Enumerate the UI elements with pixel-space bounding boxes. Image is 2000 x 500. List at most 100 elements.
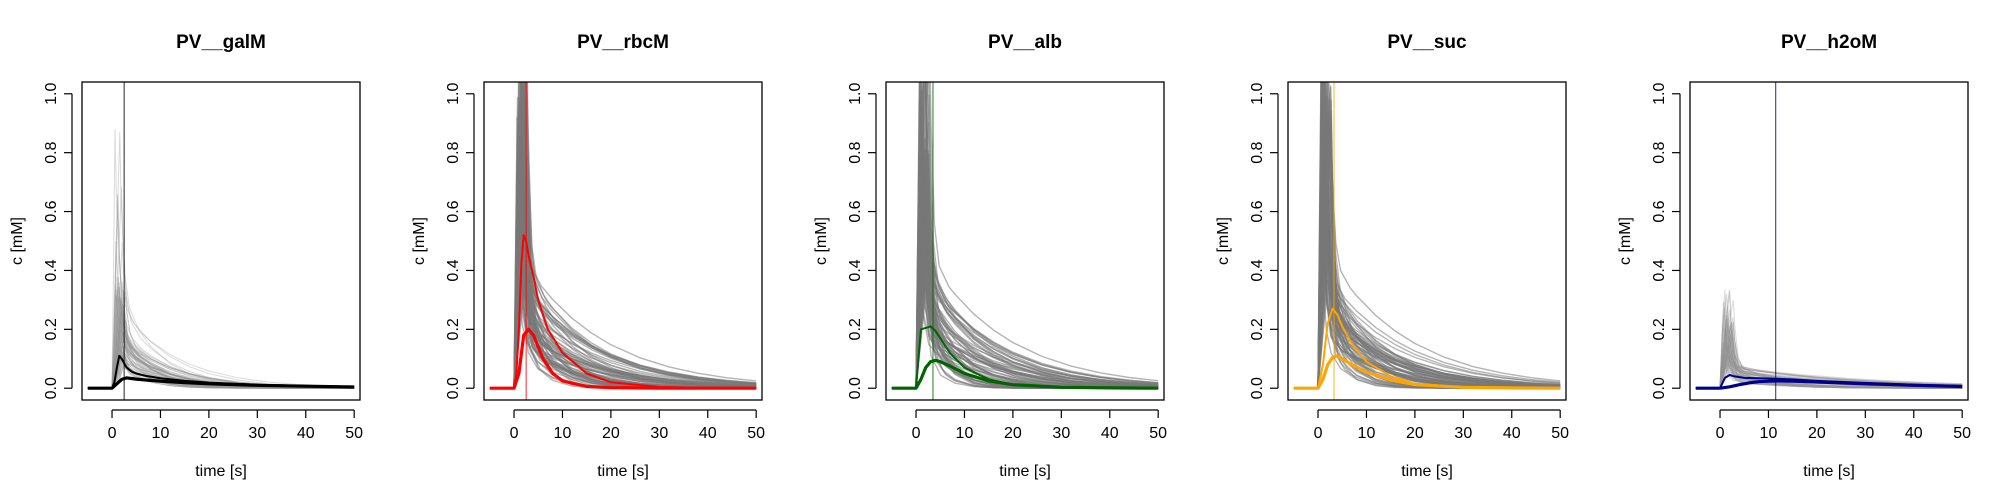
background-trace xyxy=(1293,99,1561,389)
y-axis-label: c [mM] xyxy=(813,217,830,265)
x-tick-label: 0 xyxy=(912,425,921,442)
y-axis-label: c [mM] xyxy=(1617,217,1634,265)
background-trace xyxy=(489,82,757,389)
background-trace xyxy=(87,282,355,389)
background-trace xyxy=(891,82,1159,389)
background-trace xyxy=(87,326,355,389)
background-trace xyxy=(891,230,1159,389)
x-tick-label: 10 xyxy=(152,425,170,442)
y-tick-label: 0.6 xyxy=(1249,200,1266,222)
series-line-1 xyxy=(489,234,757,390)
background-trace xyxy=(87,322,355,389)
x-tick-label: 50 xyxy=(1149,425,1167,442)
plot-frame xyxy=(1689,81,1969,401)
background-trace xyxy=(1695,322,1963,389)
x-tick-label: 30 xyxy=(1856,425,1874,442)
plot-area xyxy=(891,82,1159,400)
background-trace xyxy=(1695,318,1963,389)
x-axis-label: time [s] xyxy=(597,463,649,480)
background-trace xyxy=(87,297,355,389)
y-tick-label: 0.8 xyxy=(1249,141,1266,163)
y-axis-label: c [mM] xyxy=(1215,217,1232,265)
x-tick-label: 50 xyxy=(1953,425,1971,442)
background-trace xyxy=(1695,361,1963,389)
background-trace xyxy=(1695,309,1963,389)
background-trace xyxy=(1695,323,1963,389)
x-tick-label: 20 xyxy=(1406,425,1424,442)
background-trace xyxy=(87,294,355,389)
background-trace xyxy=(1695,325,1963,389)
background-trace xyxy=(87,341,355,389)
background-trace xyxy=(1695,321,1963,389)
background-trace xyxy=(1695,338,1963,389)
x-tick-label: 30 xyxy=(1454,425,1472,442)
x-tick-label: 0 xyxy=(108,425,117,442)
plot-frame xyxy=(1287,81,1567,401)
background-trace xyxy=(891,82,1159,389)
background-trace xyxy=(1695,328,1963,389)
series-line-2 xyxy=(1695,379,1963,390)
x-tick-label: 20 xyxy=(1808,425,1826,442)
plot-area xyxy=(87,82,355,400)
x-tick-label: 20 xyxy=(200,425,218,442)
background-trace xyxy=(87,298,355,389)
y-tick-label: 0.4 xyxy=(43,259,60,281)
background-trace xyxy=(87,242,355,389)
background-trace xyxy=(87,287,355,389)
background-trace xyxy=(1695,316,1963,389)
y-tick-label: 0.4 xyxy=(445,259,462,281)
background-trace xyxy=(1695,315,1963,389)
panel-5: 0 10 20 30 40 50 0.0 0.2 0.4 0.6 0.8 1.0 PV__h2oMtim… xyxy=(1617,32,1971,480)
y-tick-label: 1.0 xyxy=(1651,83,1668,105)
series-line-2 xyxy=(489,327,757,390)
background-trace xyxy=(87,300,355,389)
x-tick-label: 0 xyxy=(1314,425,1323,442)
y-tick-label: 1.0 xyxy=(445,83,462,105)
y-tick-label: 0.6 xyxy=(847,200,864,222)
y-tick-label: 1.0 xyxy=(43,83,60,105)
background-trace xyxy=(87,193,355,389)
background-trace xyxy=(87,291,355,389)
series-line-2 xyxy=(87,376,355,390)
background-trace xyxy=(1695,333,1963,389)
panel-title: PV__alb xyxy=(988,32,1062,53)
background-trace xyxy=(1695,329,1963,389)
y-tick-label: 0.6 xyxy=(43,200,60,222)
x-axis-label: time [s] xyxy=(999,463,1051,480)
y-tick-label: 0.2 xyxy=(445,318,462,340)
background-trace xyxy=(891,82,1159,389)
x-tick-label: 50 xyxy=(747,425,765,442)
panel-title: PV__galM xyxy=(176,32,266,53)
background-trace xyxy=(87,323,355,389)
background-trace xyxy=(489,176,757,389)
panel-title: PV__suc xyxy=(1387,32,1467,53)
x-tick-label: 0 xyxy=(510,425,519,442)
y-tick-label: 0.8 xyxy=(847,141,864,163)
background-trace xyxy=(87,196,355,389)
series-line-2 xyxy=(1293,354,1561,390)
y-tick-label: 0.2 xyxy=(847,318,864,340)
x-tick-label: 40 xyxy=(1101,425,1119,442)
x-axis-label: time [s] xyxy=(195,463,247,480)
y-tick-label: 0.0 xyxy=(43,377,60,399)
y-tick-label: 0.4 xyxy=(847,259,864,281)
y-tick-label: 0.8 xyxy=(1651,141,1668,163)
background-trace xyxy=(1293,82,1561,389)
y-tick-label: 0.2 xyxy=(43,318,60,340)
background-trace xyxy=(87,297,355,389)
plot-area xyxy=(489,82,757,400)
panel-2: 0 10 20 30 40 50 0.0 0.2 0.4 0.6 0.8 1.0 PV__rbcMtim… xyxy=(411,32,765,480)
background-trace xyxy=(1695,350,1963,389)
background-trace xyxy=(87,288,355,389)
y-tick-label: 0.0 xyxy=(847,377,864,399)
y-tick-label: 0.0 xyxy=(1249,377,1266,399)
background-trace xyxy=(87,284,355,389)
background-trace xyxy=(87,319,355,389)
x-tick-label: 0 xyxy=(1716,425,1725,442)
background-trace xyxy=(891,82,1159,389)
x-tick-label: 20 xyxy=(1004,425,1022,442)
y-tick-label: 1.0 xyxy=(847,83,864,105)
panel-title: PV__h2oM xyxy=(1781,32,1877,53)
series-line-2 xyxy=(891,358,1159,390)
